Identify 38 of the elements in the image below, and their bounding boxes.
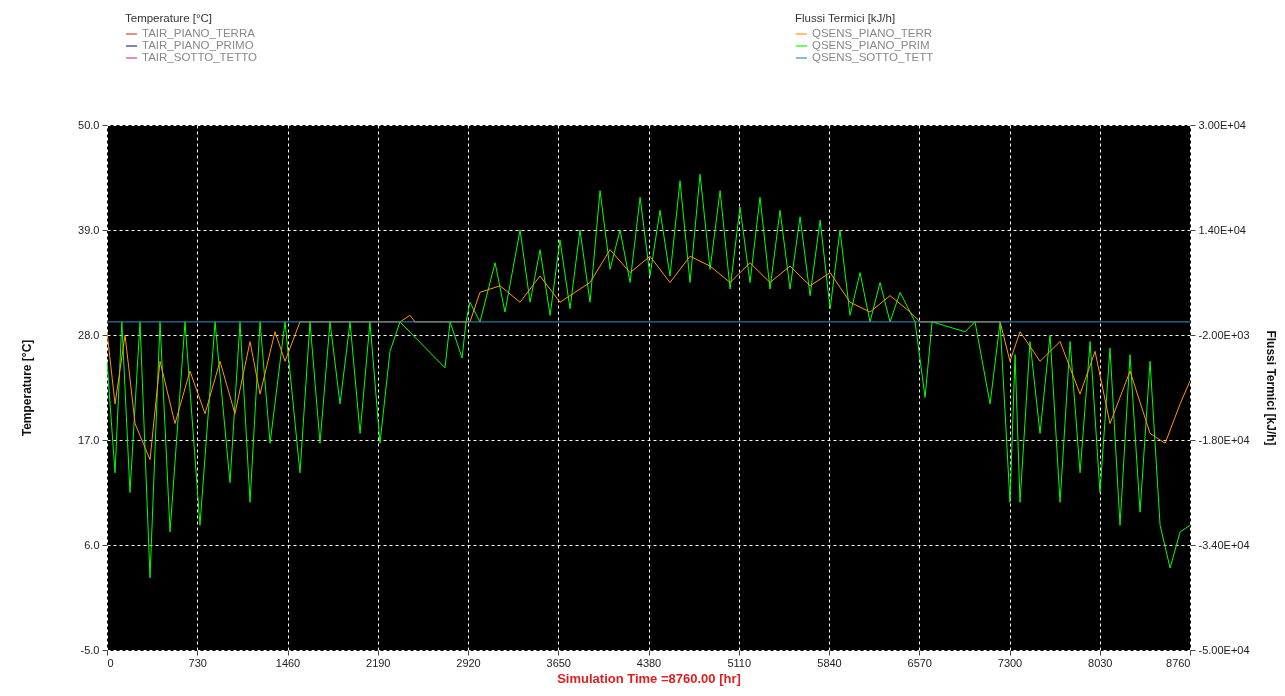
line-series [107,249,1190,461]
y2-tick-label: -1.80E+04 [1198,433,1250,446]
y2-tick-label: -2.00E+03 [1198,328,1250,341]
y-tick-label: 39.0 [78,223,100,236]
text: Temperature [°C] [125,12,213,24]
text: Flussi Termici [kJ/h] [795,12,896,24]
legend-label: QSENS_PIANO_PRIM [812,39,930,51]
y-tick-label: 28.0 [78,328,100,341]
y-tick-label: 6.0 [84,538,100,551]
legend-label: QSENS_SOTTO_TETT [812,51,934,63]
legend-label: QSENS_PIANO_TERR [812,27,933,39]
line-series [107,173,1190,579]
x-tick-label: 730 [188,656,207,669]
x-tick-label: 1460 [275,656,301,669]
y-tick-label: 17.0 [78,433,100,446]
x-tick-label: 8760 [1166,656,1191,669]
x-tick-label: 0 [107,656,114,669]
y2-tick-label: 1.40E+04 [1198,223,1246,236]
x-tick-label: 3650 [546,656,571,669]
y2-tick-label: 3.00E+04 [1198,118,1246,131]
x-axis-title: Simulation Time =8760.00 [hr] [557,670,741,686]
x-tick-label: 5110 [727,656,752,669]
x-tick-label: 2920 [456,656,481,669]
x-tick-label: 2190 [366,656,391,669]
y-tick-label: -5.0 [80,643,100,656]
x-tick-label: 7300 [997,656,1023,669]
y-axis-title: Temperature [°C] [20,339,35,437]
x-tick-label: 8030 [1088,656,1113,669]
y2-tick-label: -3.40E+04 [1198,538,1250,551]
x-tick-label: 4380 [636,656,662,669]
x-tick-label: 5840 [817,656,842,669]
legend-label: TAIR_PIANO_TERRA [142,27,256,39]
y-tick-label: 50.0 [78,118,100,131]
y2-axis-title: Flussi Termici [kJ/h] [1263,330,1278,446]
legend-label: TAIR_SOTTO_TETTO [142,51,258,63]
legend-label: TAIR_PIANO_PRIMO [142,39,254,51]
x-tick-label: 6570 [907,656,932,669]
y2-tick-label: -5.00E+04 [1198,643,1250,656]
